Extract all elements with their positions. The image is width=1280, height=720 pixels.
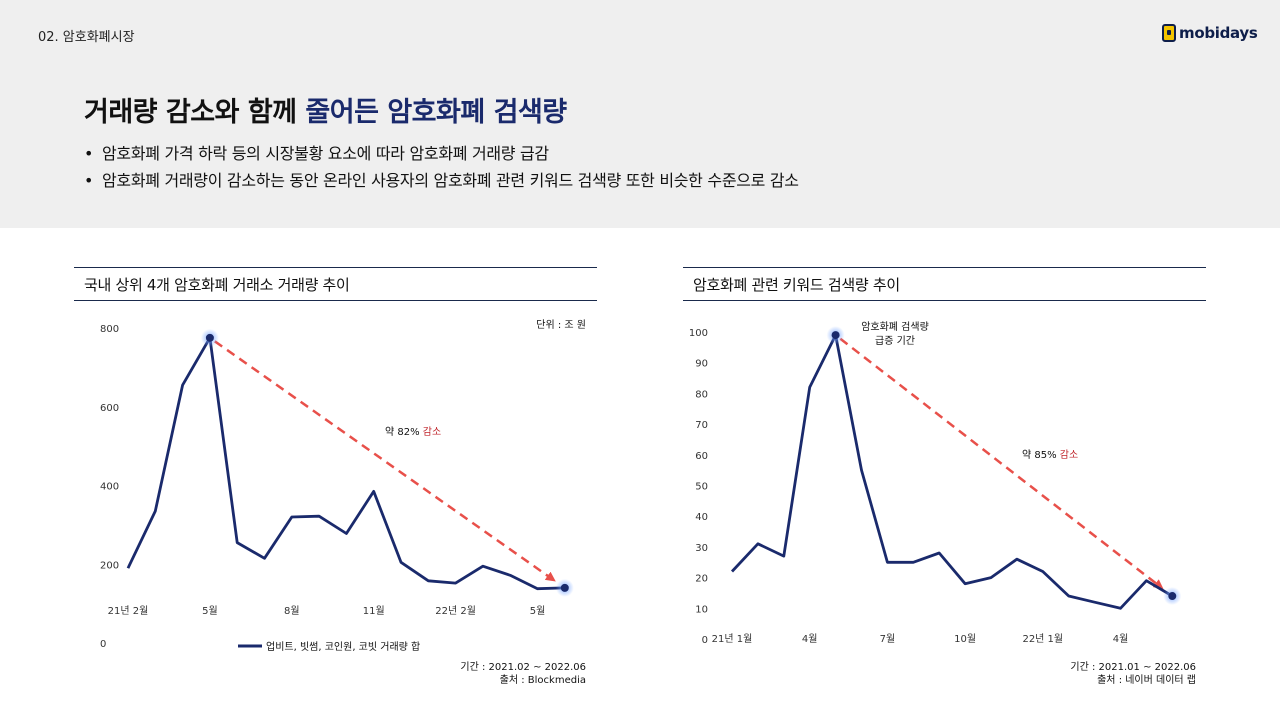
unit-label: 단위 : 조 원 — [536, 318, 586, 331]
series-line — [126, 336, 565, 591]
source-period: 기간 : 2021.01 ~ 2022.06 — [1070, 661, 1196, 673]
y-tick-label: 50 — [695, 482, 708, 493]
highlight-point — [560, 583, 569, 592]
x-tick-label: 11월 — [363, 605, 385, 617]
series-line — [730, 333, 1174, 610]
y-tick-label: 600 — [100, 403, 119, 414]
y-tick-label: 90 — [695, 359, 708, 370]
source-period: 기간 : 2021.02 ~ 2022.06 — [460, 661, 586, 673]
chart2-title: 암호화폐 관련 키워드 검색량 추이 — [683, 267, 1206, 301]
chart1-title: 국내 상위 4개 암호화폐 거래소 거래량 추이 — [74, 267, 597, 301]
peak-note-line: 암호화폐 검색량 — [861, 321, 929, 333]
y-tick-label: 100 — [689, 328, 708, 339]
title-accent: 줄어든 암호화폐 검색량 — [305, 97, 567, 128]
highlight-point — [831, 331, 840, 340]
x-tick-label: 4월 — [1113, 633, 1129, 645]
y-tick-label: 20 — [695, 574, 708, 585]
page-title: 거래량 감소와 함께 줄어든 암호화폐 검색량 — [84, 90, 567, 129]
y-tick-label: 0 — [702, 635, 708, 646]
x-tick-label: 5월 — [530, 605, 546, 617]
logo-icon — [1162, 24, 1176, 42]
source-origin: 출처 : 네이버 데이터 랩 — [1097, 674, 1196, 686]
y-tick-label: 80 — [695, 389, 708, 400]
y-tick-label: 10 — [695, 604, 708, 615]
trend-label-accent: 감소 — [1060, 449, 1078, 461]
bullet-list: 암호화폐 가격 하락 등의 시장불황 요소에 따라 암호화폐 거래량 급감 암호… — [84, 140, 799, 194]
brand-logo: mobidays — [1162, 22, 1258, 44]
peak-note-line: 급증 기간 — [875, 335, 915, 347]
y-tick-label: 0 — [100, 639, 106, 650]
trend-label: 약 85% 감소 — [1022, 449, 1078, 461]
bullet-item: 암호화폐 가격 하락 등의 시장불황 요소에 따라 암호화폐 거래량 급감 — [84, 140, 799, 167]
trend-arrow — [214, 340, 556, 582]
highlight-point — [205, 333, 214, 342]
title-main: 거래량 감소와 함께 — [84, 97, 306, 128]
trend-label-value: 약 85% — [1022, 449, 1060, 461]
trend-arrow — [839, 337, 1164, 590]
y-tick-label: 70 — [695, 420, 708, 431]
brand-name: mobidays — [1179, 24, 1258, 42]
trend-label-accent: 감소 — [423, 426, 441, 438]
trend-label-value: 약 82% — [385, 426, 423, 438]
x-tick-label: 22년 2월 — [435, 605, 476, 617]
source-origin: 출처 : Blockmedia — [500, 674, 586, 686]
highlight-point — [1168, 592, 1177, 601]
x-tick-label: 5월 — [202, 605, 218, 617]
x-tick-label: 4월 — [802, 633, 818, 645]
x-tick-label: 10월 — [954, 633, 976, 645]
x-tick-label: 7월 — [880, 633, 896, 645]
x-tick-label: 21년 2월 — [108, 605, 149, 617]
section-label: 02. 암호화폐시장 — [38, 30, 135, 45]
y-tick-label: 400 — [100, 482, 119, 493]
y-tick-label: 200 — [100, 560, 119, 571]
y-tick-label: 40 — [695, 512, 708, 523]
y-tick-label: 30 — [695, 543, 708, 554]
x-tick-label: 8월 — [284, 605, 300, 617]
bullet-item: 암호화폐 거래량이 감소하는 동안 온라인 사용자의 암호화폐 관련 키워드 검… — [84, 167, 799, 194]
y-tick-label: 60 — [695, 451, 708, 462]
x-tick-label: 21년 1월 — [712, 633, 753, 645]
x-tick-label: 22년 1월 — [1022, 633, 1063, 645]
trend-label: 약 82% 감소 — [385, 426, 441, 438]
legend-label: 업비트, 빗썸, 코인원, 코빗 거래량 합 — [266, 640, 420, 653]
y-tick-label: 800 — [100, 324, 119, 335]
